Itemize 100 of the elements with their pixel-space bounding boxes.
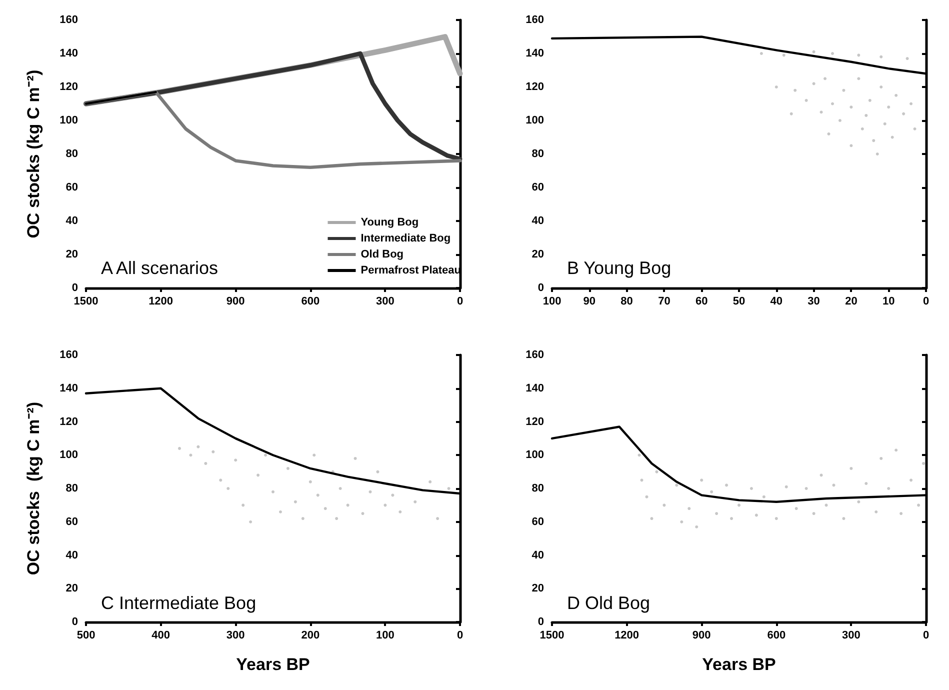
point — [906, 57, 909, 60]
y-tick-label: 60 — [532, 182, 544, 194]
point — [264, 454, 268, 457]
point — [312, 454, 316, 457]
x-tick-label: 40 — [770, 296, 783, 308]
point — [902, 112, 906, 116]
legend-label: Old Bog — [360, 248, 404, 260]
point — [638, 454, 641, 457]
point — [857, 500, 860, 504]
y-tick-label: 40 — [532, 549, 544, 562]
x-tick-label: 80 — [620, 296, 633, 308]
text: A All scenarios — [101, 258, 218, 278]
y-tick-label: 160 — [526, 349, 544, 361]
point — [774, 86, 778, 88]
y-tick-label: 120 — [526, 81, 544, 93]
point — [842, 517, 846, 520]
point — [754, 514, 758, 517]
y-tick-label: 20 — [532, 582, 544, 595]
y-tick-label: 100 — [60, 114, 78, 126]
point — [700, 478, 704, 482]
point — [338, 487, 342, 490]
y-tick-label: 160 — [60, 14, 78, 26]
point — [913, 127, 916, 130]
point — [864, 114, 868, 117]
point — [794, 507, 798, 510]
x-tick-label: 1500 — [540, 630, 564, 642]
y-tick-label: 40 — [532, 215, 544, 227]
point — [640, 478, 644, 482]
y-tick-label: 100 — [526, 449, 544, 462]
y-axis-title: OC stocks (kg C m⁻²) — [24, 70, 43, 238]
point — [695, 525, 698, 528]
x-tick-label: 400 — [152, 630, 170, 642]
point — [725, 484, 728, 487]
text: D Old Bog — [567, 593, 650, 613]
point — [824, 77, 827, 80]
x-tick-label: 1200 — [148, 296, 174, 308]
legend-label: Intermediate Bog — [360, 232, 451, 244]
y-tick-label: 140 — [60, 382, 78, 394]
point — [762, 495, 766, 498]
point — [226, 487, 230, 490]
point — [910, 102, 913, 106]
point — [880, 86, 883, 88]
y-tick-label: 80 — [66, 482, 78, 494]
point — [376, 470, 380, 474]
point — [414, 500, 417, 504]
point — [655, 470, 658, 474]
point — [272, 490, 274, 494]
x-tick-label: 900 — [226, 296, 245, 308]
x-tick-label: 30 — [808, 296, 820, 308]
x-tick-label: 50 — [732, 296, 746, 308]
point — [278, 510, 282, 514]
point — [234, 458, 238, 462]
y-tick-label: 60 — [532, 516, 544, 528]
point — [804, 98, 808, 102]
x-tick-label: 100 — [376, 630, 394, 642]
y-tick-label: 80 — [532, 482, 544, 494]
point — [428, 480, 432, 484]
point — [850, 106, 853, 109]
y-tick-label: 100 — [60, 449, 78, 462]
point — [922, 462, 926, 465]
y-axis-title: OC stocks (kg C m⁻²) — [24, 402, 43, 576]
point — [820, 110, 823, 114]
point — [857, 77, 860, 80]
point — [857, 54, 860, 57]
y-tick-label: 0 — [538, 616, 544, 628]
y-tick-label: 0 — [538, 282, 544, 294]
y-tick-label: 100 — [526, 114, 544, 126]
point — [730, 517, 734, 520]
x-tick-label: 0 — [456, 296, 464, 308]
point — [812, 50, 816, 54]
point — [804, 487, 808, 490]
x-tick-label: 300 — [376, 296, 394, 308]
y-tick-label: 60 — [66, 516, 78, 528]
point — [864, 482, 868, 485]
point — [894, 448, 898, 452]
text: C Intermediate Bog — [101, 593, 256, 613]
point — [794, 88, 797, 92]
y-tick-label: 40 — [66, 549, 78, 562]
point — [876, 152, 879, 156]
point — [868, 98, 872, 102]
x-tick-label: 1500 — [74, 296, 98, 308]
x-tick-label: 600 — [767, 630, 786, 642]
x-tick-label: 900 — [692, 630, 711, 642]
point — [880, 456, 883, 460]
point — [688, 507, 691, 510]
point — [812, 82, 816, 86]
y-tick-label: 40 — [66, 215, 78, 227]
y-tick-label: 60 — [66, 182, 78, 194]
point — [436, 517, 440, 520]
y-tick-label: 140 — [526, 382, 544, 394]
point — [212, 450, 215, 454]
point — [189, 454, 192, 457]
y-tick-label: 20 — [532, 248, 544, 260]
point — [738, 504, 740, 507]
point — [824, 504, 828, 507]
point — [860, 127, 864, 130]
x-tick-label: 600 — [301, 296, 320, 308]
x-tick-label: 500 — [76, 630, 96, 642]
y-tick-label: 20 — [66, 248, 78, 260]
point — [650, 517, 654, 520]
